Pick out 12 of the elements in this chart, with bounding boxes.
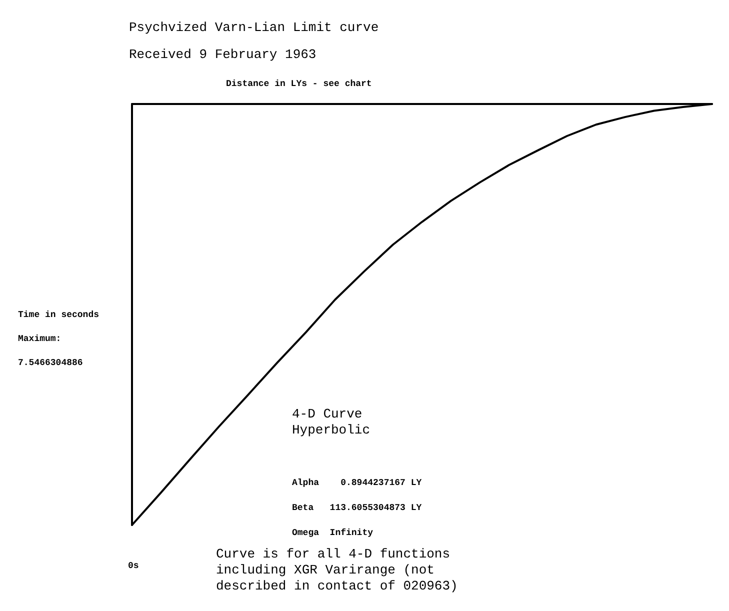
y-axis-title: Time in seconds	[18, 310, 100, 320]
text: Curve is for all 4-D functions including XGR Varirange (not described in contact of 020963)	[216, 546, 458, 594]
text: 0s	[128, 561, 139, 571]
annotation: Alpha 0.8944237167 LY	[292, 478, 422, 488]
x-axis-title: Distance in LYs - see chart	[226, 79, 372, 89]
text: Omega Infinity	[292, 528, 374, 538]
text: 7.5466304886	[18, 358, 83, 368]
chart-subtitle: Received 9 February 1963	[129, 47, 316, 62]
annotation: Beta 113.6055304873 LY	[292, 503, 422, 513]
text: Maximum:	[18, 334, 62, 344]
chart-title: Psychvized Varn-Lian Limit curve	[129, 20, 379, 35]
annotation: 4-D Curve Hyperbolic	[292, 406, 370, 438]
